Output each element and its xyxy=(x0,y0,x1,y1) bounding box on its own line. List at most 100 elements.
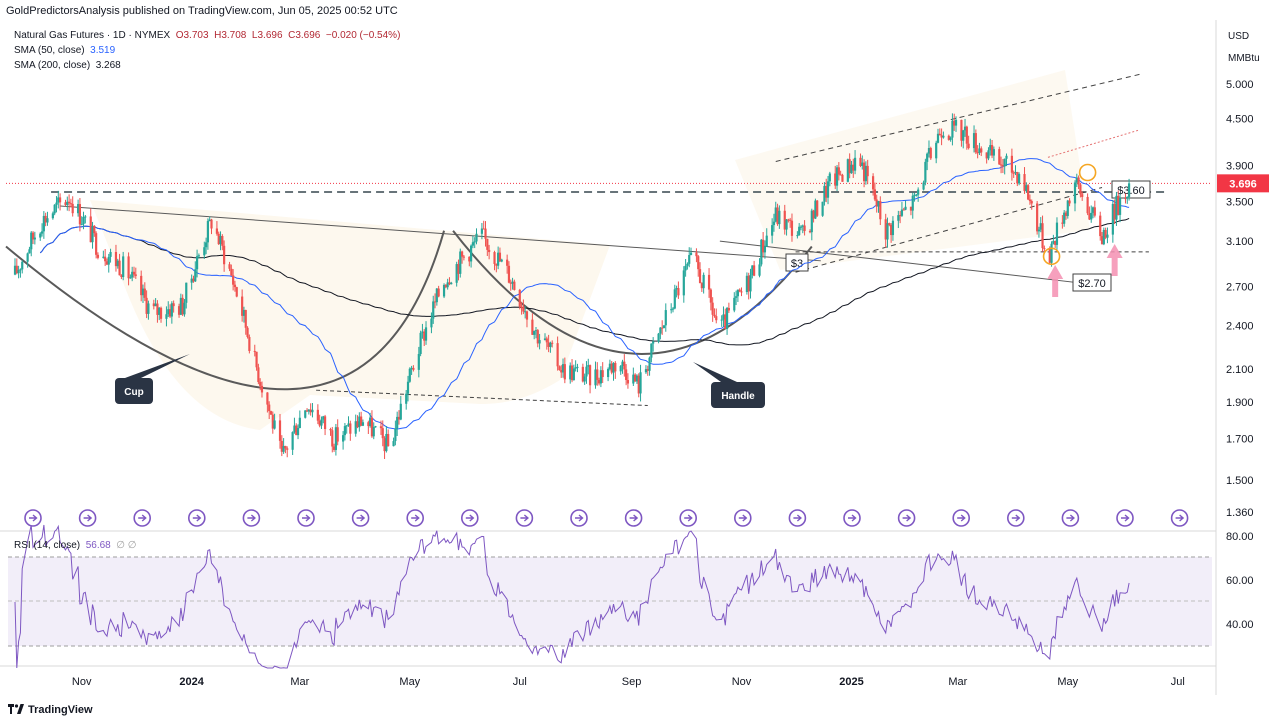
candle-body xyxy=(929,148,932,159)
candle-body xyxy=(774,207,777,222)
candle-body xyxy=(659,327,662,334)
cup-callout-tail xyxy=(125,354,190,378)
candle-body xyxy=(309,409,312,413)
candle-body xyxy=(864,165,867,182)
candle-body xyxy=(890,224,893,236)
candle-body xyxy=(165,314,168,319)
candle-body xyxy=(295,425,298,436)
candle-body xyxy=(26,253,29,262)
candle-body xyxy=(105,261,109,265)
candle-body xyxy=(488,249,491,253)
candle-body xyxy=(69,203,72,205)
candle-body xyxy=(230,268,233,276)
rsi-legend[interactable]: RSI (14, close) 56.68 ∅ ∅ xyxy=(14,540,137,551)
candle-body xyxy=(949,137,952,140)
candle-body xyxy=(1104,229,1107,238)
sma200-legend[interactable]: SMA (200, close) 3.268 xyxy=(14,60,121,71)
candle-body xyxy=(77,204,80,214)
symbol-name[interactable]: Natural Gas Futures · 1D · NYMEX xyxy=(14,30,171,41)
candle-body xyxy=(269,411,273,415)
candle-body xyxy=(798,226,801,236)
event-arrow-icon xyxy=(465,514,475,522)
candle-body xyxy=(354,421,357,434)
candle-body xyxy=(783,210,786,230)
candle-body xyxy=(473,241,476,243)
candle-body xyxy=(926,153,929,162)
candle-body xyxy=(828,173,831,182)
cup-callout-text: Cup xyxy=(124,387,143,398)
candle-body xyxy=(1025,185,1028,191)
candle-body xyxy=(953,120,956,126)
candle-body xyxy=(1100,236,1104,245)
candle-body xyxy=(147,303,150,314)
candle-body xyxy=(361,422,365,426)
axis-currency: USD xyxy=(1228,31,1250,42)
candle-body xyxy=(634,374,637,382)
candle-body xyxy=(614,362,617,372)
candle-body xyxy=(803,225,806,232)
candle-body xyxy=(644,369,648,373)
candle-body xyxy=(215,228,219,234)
candle-body xyxy=(203,247,206,256)
candle-body xyxy=(181,297,184,315)
candle-body xyxy=(1073,182,1077,204)
tradingview-footer[interactable]: TradingView xyxy=(8,703,93,717)
candle-body xyxy=(417,353,420,370)
candle-body xyxy=(711,302,714,315)
candle-body xyxy=(154,303,157,307)
candle-body xyxy=(311,409,314,413)
candle-body xyxy=(875,199,878,207)
candle-body xyxy=(670,309,673,311)
candle-body xyxy=(446,282,449,288)
last-price-label: 3.696 xyxy=(1229,178,1257,190)
candle-body xyxy=(286,448,289,450)
candle-body xyxy=(397,416,401,420)
candle-body xyxy=(475,233,478,242)
candle-body xyxy=(172,303,175,307)
candle-body xyxy=(66,201,69,205)
price-tick-label: 3.100 xyxy=(1226,236,1254,248)
candle-body xyxy=(1041,223,1044,249)
candle-body xyxy=(1117,195,1120,215)
candle-body xyxy=(95,233,98,255)
candle-body xyxy=(525,311,529,320)
candle-body xyxy=(826,181,830,198)
candle-body xyxy=(601,370,604,378)
candle-body xyxy=(116,260,119,267)
candle-body xyxy=(810,210,813,233)
candle-body xyxy=(834,173,837,186)
candle-body xyxy=(888,223,891,225)
candle-body xyxy=(733,297,736,311)
price-tick-label: 1.360 xyxy=(1226,507,1254,519)
candle-body xyxy=(316,409,319,421)
candle-body xyxy=(1079,184,1082,195)
candle-body xyxy=(799,226,803,228)
candle-body xyxy=(96,254,100,258)
candle-body xyxy=(689,252,693,256)
candle-body xyxy=(749,275,752,292)
candle-body xyxy=(724,314,727,329)
candle-body xyxy=(15,265,18,274)
candle-body xyxy=(897,215,900,221)
candle-body xyxy=(963,126,967,131)
candle-body xyxy=(450,282,453,285)
candle-body xyxy=(772,221,776,226)
candle-body xyxy=(967,143,970,149)
candle-body xyxy=(841,174,844,182)
candle-body xyxy=(960,119,963,141)
candle-body xyxy=(280,440,283,452)
candle-body xyxy=(621,361,624,367)
candle-body xyxy=(911,195,914,211)
candle-body xyxy=(424,327,428,341)
candle-body xyxy=(260,385,264,393)
candle-body xyxy=(358,416,361,428)
candle-body xyxy=(33,237,36,240)
candle-body xyxy=(152,303,155,307)
sma200-label: SMA (200, close) xyxy=(14,60,91,71)
candle-body xyxy=(917,189,920,195)
sma50-legend[interactable]: SMA (50, close) 3.519 xyxy=(14,45,115,56)
candle-body xyxy=(104,256,107,262)
candle-body xyxy=(168,309,172,317)
cup-rim-line xyxy=(60,205,821,262)
candle-body xyxy=(506,259,509,266)
